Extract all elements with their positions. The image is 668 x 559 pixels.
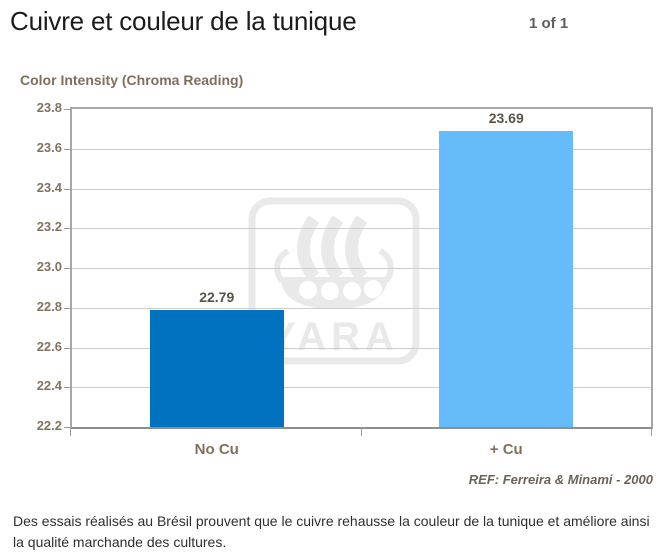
viking-ship-shields-icon <box>299 280 382 300</box>
bar-value-label: 23.69 <box>488 109 524 126</box>
y-tick-mark <box>64 188 70 190</box>
x-tick-mark <box>360 429 362 436</box>
viking-ship-sails-icon <box>297 215 368 281</box>
y-tick-mark <box>64 268 70 269</box>
gridline <box>72 387 651 389</box>
yara-logo-watermark: YARA <box>248 197 420 365</box>
y-tick-label: 22.4 <box>36 378 62 394</box>
y-tick-label: 22.8 <box>36 298 62 314</box>
gridline <box>72 268 651 269</box>
y-tick-label: 23.8 <box>36 100 62 115</box>
y-tick-mark <box>64 228 70 230</box>
x-category-label: + Cu <box>489 441 523 458</box>
y-tick-label: 22.2 <box>36 418 62 433</box>
y-tick-mark <box>64 109 70 110</box>
x-tick-mark <box>70 429 71 436</box>
page-indicator: 1 of 1 <box>529 15 569 32</box>
x-tick-mark <box>651 429 652 436</box>
bar-value-label: 22.79 <box>199 288 235 305</box>
y-tick-label: 23.4 <box>36 179 62 195</box>
gridline <box>72 188 651 190</box>
watermark-frame <box>248 197 420 365</box>
page-title: Cuivre et couleur de la tunique <box>10 6 357 36</box>
y-tick-label: 23.0 <box>36 259 62 274</box>
y-tick-mark <box>64 307 70 309</box>
gridline <box>72 228 651 230</box>
y-tick-mark <box>64 347 70 349</box>
y-tick-label: 23.2 <box>36 219 62 235</box>
y-tick-mark <box>64 148 70 150</box>
y-tick-label: 22.6 <box>36 338 62 354</box>
gridline <box>72 307 651 309</box>
x-category-label: No Cu <box>194 441 239 458</box>
gridline <box>72 347 651 349</box>
caption-text: Des essais réalisés au Brésil prouvent q… <box>13 513 650 550</box>
gridline <box>72 148 651 150</box>
y-tick-mark <box>64 427 70 428</box>
yara-watermark-text: YARA <box>269 315 399 359</box>
reference-text: REF: Ferreira & Minami - 2000 <box>468 472 653 487</box>
bar-cu <box>439 130 574 427</box>
plot-area: YARA 22.79 23.69 <box>70 107 653 429</box>
y-tick-mark <box>64 387 70 389</box>
chart-axis-title: Color Intensity (Chroma Reading) <box>20 72 244 88</box>
bar-no-cu <box>149 309 284 427</box>
y-tick-label: 23.6 <box>36 139 62 155</box>
